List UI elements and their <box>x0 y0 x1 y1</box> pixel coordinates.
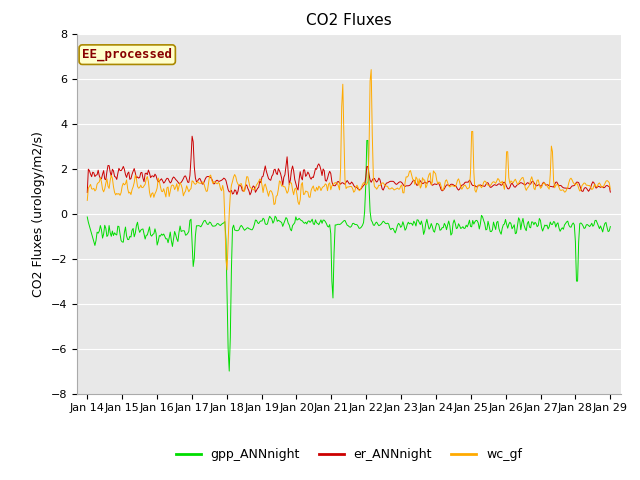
Line: wc_gf: wc_gf <box>87 70 611 270</box>
wc_gf <box>305 194 313 200</box>
er_ANNnight <box>83 190 91 195</box>
wc_gf <box>378 180 386 186</box>
gpp_ANNnight <box>470 221 477 227</box>
Y-axis label: CO2 Fluxes (urology/m2/s): CO2 Fluxes (urology/m2/s) <box>32 131 45 297</box>
gpp_ANNnight <box>225 368 233 374</box>
er_ANNnight <box>246 192 254 198</box>
Line: gpp_ANNnight: gpp_ANNnight <box>87 141 611 371</box>
gpp_ANNnight <box>363 138 371 144</box>
wc_gf <box>83 197 91 203</box>
Legend: gpp_ANNnight, er_ANNnight, wc_gf: gpp_ANNnight, er_ANNnight, wc_gf <box>171 443 527 466</box>
wc_gf <box>367 67 375 72</box>
wc_gf <box>470 169 477 175</box>
wc_gf <box>607 186 614 192</box>
gpp_ANNnight <box>561 222 568 228</box>
gpp_ANNnight <box>378 220 386 226</box>
er_ANNnight <box>607 189 614 195</box>
wc_gf <box>247 185 255 191</box>
gpp_ANNnight <box>83 214 91 220</box>
er_ANNnight <box>403 183 411 189</box>
er_ANNnight <box>188 133 196 139</box>
gpp_ANNnight <box>247 227 255 232</box>
wc_gf <box>403 174 411 180</box>
er_ANNnight <box>470 183 477 189</box>
er_ANNnight <box>248 185 256 191</box>
er_ANNnight <box>306 175 314 180</box>
gpp_ANNnight <box>607 224 614 229</box>
Line: er_ANNnight: er_ANNnight <box>87 136 611 195</box>
Title: CO2 Fluxes: CO2 Fluxes <box>306 13 392 28</box>
wc_gf <box>223 267 231 273</box>
er_ANNnight <box>561 185 568 191</box>
Text: EE_processed: EE_processed <box>82 48 172 61</box>
gpp_ANNnight <box>305 218 313 224</box>
gpp_ANNnight <box>403 222 411 228</box>
wc_gf <box>561 189 568 195</box>
er_ANNnight <box>378 186 386 192</box>
